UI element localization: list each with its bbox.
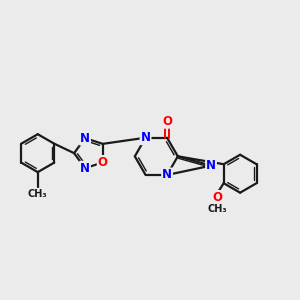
Text: N: N: [80, 162, 90, 175]
Text: N: N: [141, 131, 151, 144]
Text: N: N: [162, 168, 172, 182]
Text: O: O: [162, 115, 172, 128]
Text: N: N: [206, 159, 216, 172]
Text: CH₃: CH₃: [28, 189, 48, 199]
Text: O: O: [98, 156, 108, 169]
Text: O: O: [212, 191, 222, 204]
Text: N: N: [80, 132, 90, 145]
Text: CH₃: CH₃: [208, 204, 227, 214]
